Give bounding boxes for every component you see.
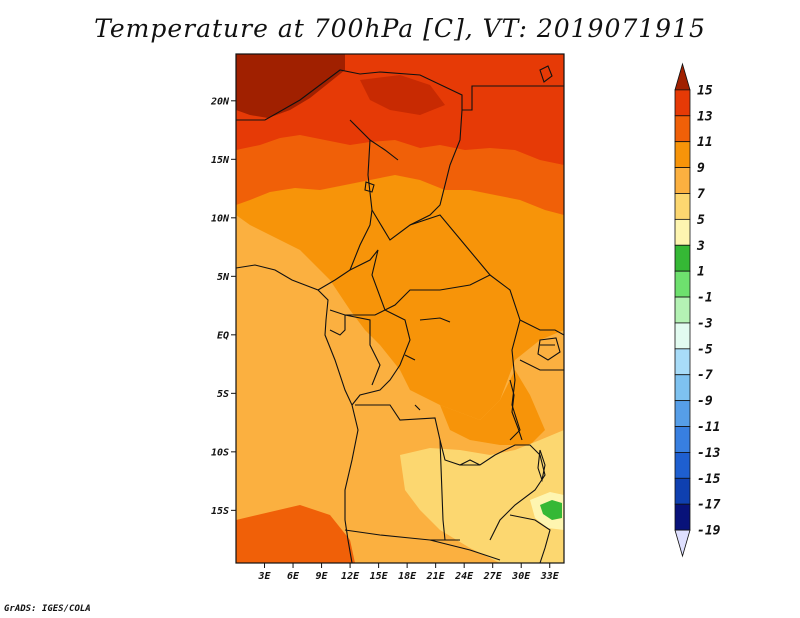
border-chad-niger — [369, 139, 399, 161]
map-frame — [235, 53, 565, 564]
border-nigeria — [317, 119, 373, 291]
colorbar-bin — [674, 426, 691, 453]
lake-victoria — [537, 337, 561, 361]
band-15 — [236, 54, 345, 118]
colorbar-bin — [674, 218, 691, 246]
colorbar-label: 3 — [696, 239, 705, 254]
colorbar-label: -15 — [697, 472, 721, 487]
colorbar-bin — [674, 115, 691, 143]
colorbar-bin — [674, 141, 691, 168]
colorbar-bin — [674, 477, 691, 505]
coastline-west — [236, 264, 359, 563]
border-congo-drc — [351, 309, 411, 406]
colorbar-bin — [674, 322, 691, 350]
lon-tick-label: 6E — [287, 571, 300, 582]
border-south — [429, 514, 551, 563]
band-11-sw — [236, 505, 355, 563]
lat-tick-label: 20N — [210, 96, 230, 107]
lake-tanganyika — [509, 379, 523, 441]
lake-chad — [364, 181, 375, 193]
colorbar-label: 11 — [697, 135, 713, 150]
lon-tick-label: 21E — [426, 571, 446, 582]
lat-tick-label: 10N — [211, 213, 230, 224]
border-sudan-north — [462, 85, 564, 111]
lat-tick-label: 10S — [211, 447, 229, 458]
lat-tick-label: 15S — [211, 506, 229, 517]
lon-tick-label: 27E — [483, 571, 503, 582]
colorbar-bin — [674, 348, 691, 376]
colorbar-bin — [674, 244, 691, 272]
colorbar-bin-top-arrow — [674, 62, 691, 91]
colorbar-bin — [674, 270, 691, 298]
colorbar-label: -1 — [697, 291, 713, 306]
lon-tick-label: 12E — [341, 571, 360, 582]
lon-tick-label: 30E — [511, 571, 531, 582]
plot-title: Temperature at 700hPa [C], VT: 201907191… — [94, 14, 706, 43]
colorbar-label: -13 — [697, 446, 721, 461]
colorbar-label: -17 — [697, 498, 721, 513]
country-borders — [236, 65, 564, 563]
colorbar-bin — [674, 400, 691, 427]
longitude-axis: 3E 6E 9E 12E 15E 18E 21E 24E 27E 30E 33E — [257, 563, 560, 582]
lon-tick-label: 9E — [316, 571, 329, 582]
border-zambia — [439, 439, 546, 541]
colorbar-bin — [674, 167, 691, 194]
grads-credit: GrADS: IGES/COLA — [4, 604, 91, 614]
colorbar-bin — [674, 452, 691, 479]
border-cameroon — [329, 249, 386, 316]
lake-malawi — [537, 449, 546, 483]
border-gabon — [329, 314, 381, 386]
colorbar-label: -7 — [697, 368, 713, 383]
lat-tick-label: 5N — [217, 272, 230, 283]
colorbar-label: -19 — [697, 524, 721, 539]
border-angola-south — [344, 529, 460, 541]
colorbar-bin — [674, 89, 691, 117]
colorbar-label: -5 — [697, 342, 713, 357]
lat-tick-label: EQ — [217, 330, 229, 341]
lon-tick-label: 15E — [370, 571, 389, 582]
lon-tick-label: 18E — [398, 571, 417, 582]
lon-tick-label: 24E — [454, 571, 474, 582]
lake-red-sea — [539, 65, 553, 83]
colorbar-legend: 15 13 11 9 7 5 3 1 -1 -3 -5 -7 -9 -11 -13 -15 -17 -19 — [674, 62, 721, 558]
colorbar-label: 13 — [697, 109, 713, 124]
temperature-field — [236, 54, 564, 563]
river-congo — [404, 317, 451, 411]
colorbar-label: 9 — [697, 161, 705, 176]
colorbar-label: 7 — [697, 187, 705, 202]
colorbar-bin-bottom-arrow — [674, 529, 691, 558]
colorbar-label: -9 — [697, 394, 713, 409]
lat-tick-label: 5S — [217, 389, 229, 400]
colorbar-label: -11 — [697, 420, 720, 435]
colorbar-bin — [674, 193, 691, 220]
band-15-e — [360, 75, 445, 115]
lon-tick-label: 33E — [540, 571, 560, 582]
colorbar-label: 5 — [697, 213, 705, 228]
colorbar-bin — [674, 503, 691, 531]
border-chad-sudan — [409, 109, 463, 226]
band-1 — [540, 500, 562, 520]
lon-tick-label: 3E — [257, 571, 271, 582]
colorbar-label: 1 — [697, 265, 705, 280]
border-sahara — [236, 69, 463, 121]
colorbar-label: 15 — [697, 83, 713, 98]
colorbar-label: -3 — [697, 316, 713, 331]
latitude-axis: 20N 15N 10N 5N EQ 5S 10S 15S — [210, 96, 236, 517]
border-drc-east — [489, 274, 521, 441]
lat-tick-label: 15N — [211, 155, 230, 166]
border-east-lakes — [519, 319, 564, 371]
colorbar-bin — [674, 296, 691, 324]
colorbar-bin — [674, 374, 691, 402]
